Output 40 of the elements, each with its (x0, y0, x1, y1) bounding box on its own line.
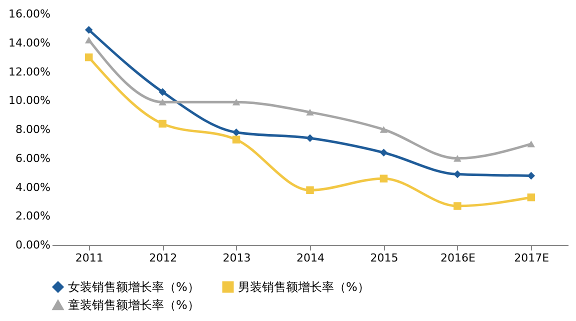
x-tick-label: 2012 (149, 252, 178, 264)
y-tick-label: 14.00% (8, 36, 50, 50)
point (232, 98, 240, 106)
y-tick-label: 0.00% (16, 238, 50, 252)
point (158, 98, 166, 106)
legend-label: 童装销售额增长率（%） (68, 298, 200, 312)
point (306, 186, 314, 194)
legend-label: 男装销售额增长率（%） (238, 280, 370, 294)
x-tick-label: 2015 (370, 252, 398, 264)
x-tick-label: 2016E (440, 252, 476, 264)
y-tick-label: 6.00% (16, 152, 50, 165)
point (454, 155, 462, 162)
point (232, 128, 240, 136)
x-tick-label: 2014 (296, 252, 324, 264)
point (380, 148, 388, 156)
point (84, 53, 93, 62)
point (527, 172, 536, 180)
point (158, 88, 166, 96)
point (84, 36, 93, 44)
y-tick-label: 16.00% (8, 8, 50, 20)
point (380, 174, 388, 182)
point (454, 170, 462, 178)
y-tick-label: 4.00% (16, 180, 50, 194)
point (527, 193, 536, 202)
y-tick-label: 12.00% (8, 65, 50, 78)
y-tick-label: 10.00% (8, 94, 50, 108)
point (454, 202, 462, 210)
x-tick-label: 2013 (222, 252, 251, 264)
point (306, 108, 314, 116)
x-tick-label: 2011 (75, 252, 104, 264)
point (306, 134, 314, 142)
point (380, 126, 388, 133)
point (527, 140, 536, 148)
y-tick-label: 8.00% (16, 123, 50, 136)
legend-label: 女装销售额增长率（%） (68, 280, 200, 294)
point (158, 120, 166, 128)
x-tick-label: 2017E (514, 252, 550, 264)
point (232, 136, 240, 144)
point (84, 26, 93, 34)
y-tick-label: 2.00% (16, 210, 50, 223)
